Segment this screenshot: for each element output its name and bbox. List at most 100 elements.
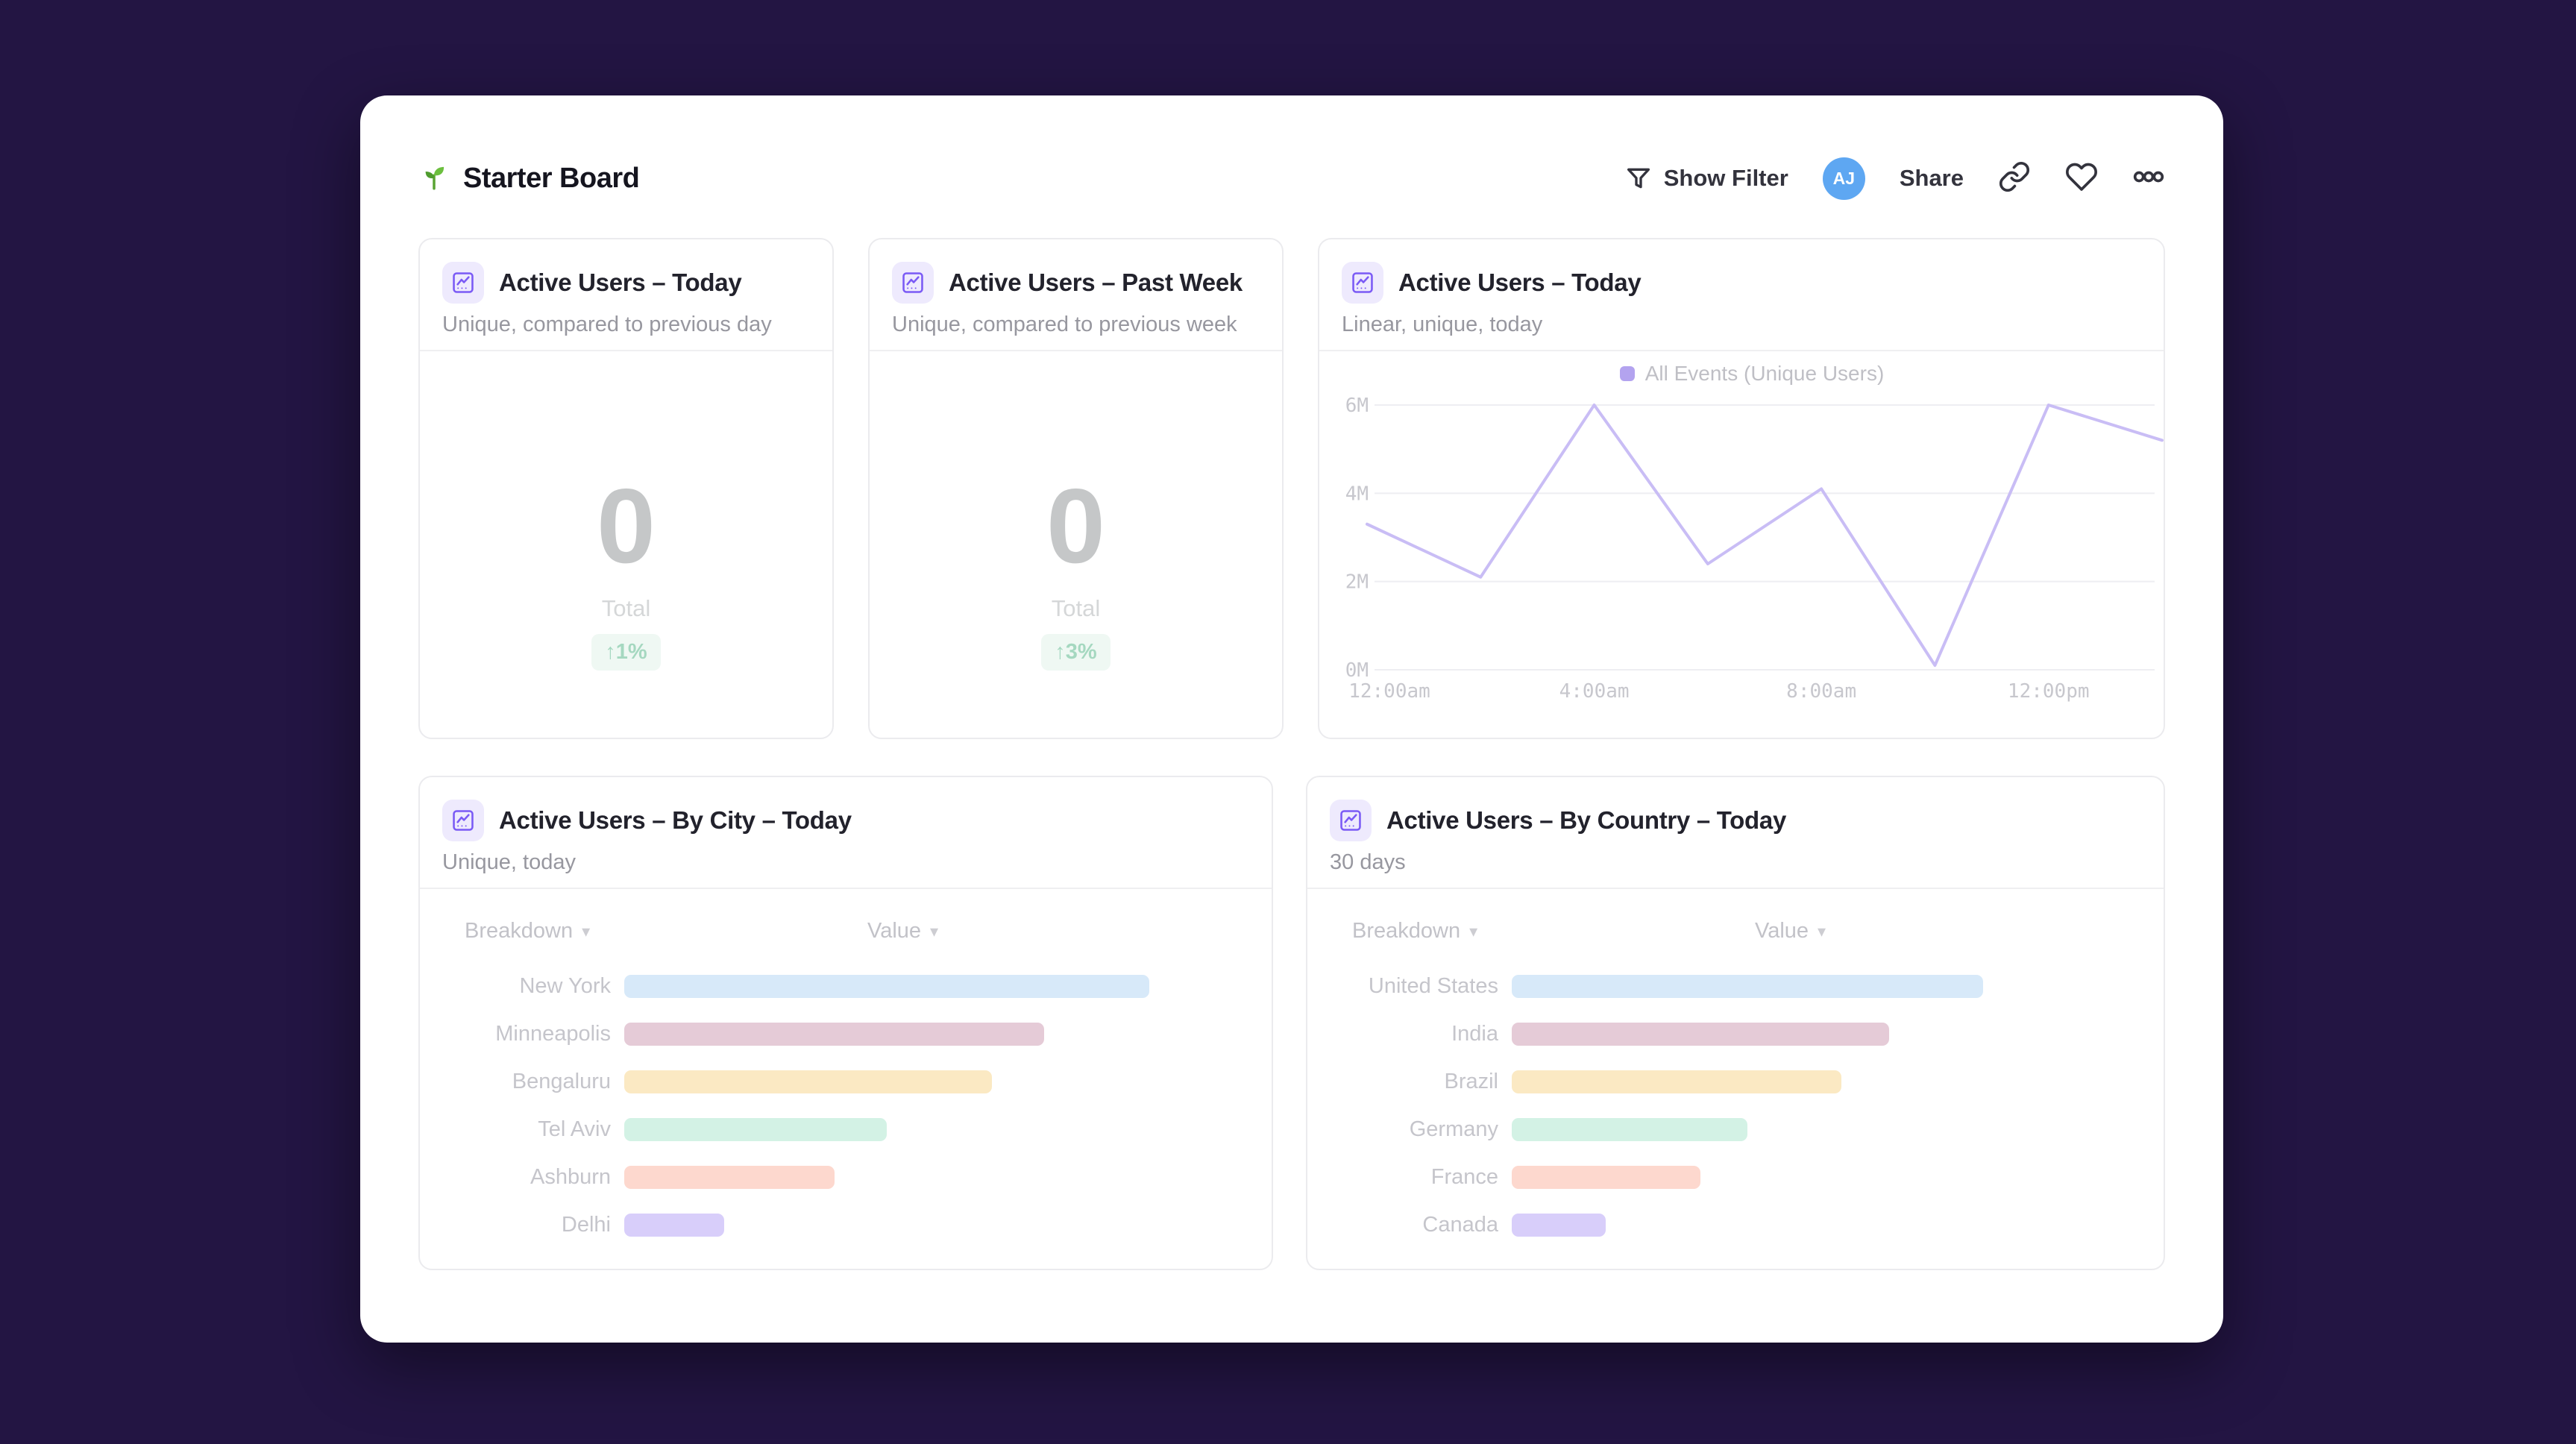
breakdown-column-header[interactable]: Breakdown ▾ <box>1352 919 1478 943</box>
show-filter-label: Show Filter <box>1663 165 1788 191</box>
value-bar[interactable] <box>624 1070 992 1093</box>
kpi-body: 0 Total ↑1% <box>420 351 832 738</box>
card-subtitle: Unique, compared to previous week <box>892 313 1237 336</box>
chevron-down-icon: ▾ <box>1818 921 1826 941</box>
chart-icon <box>1330 800 1372 841</box>
card-header: Active Users – Today Unique, compared to… <box>420 239 832 351</box>
more-options-button[interactable] <box>2132 160 2165 197</box>
breakdown-row: Germany <box>1307 1105 2164 1153</box>
toolbar: Show Filter AJ Share <box>1624 157 2165 200</box>
delta-badge: ↑3% <box>1041 633 1110 671</box>
svg-text:12:00am: 12:00am <box>1348 680 1430 703</box>
breakdown-label: Bengaluru <box>512 1069 611 1093</box>
kpi-value: 0 <box>1046 467 1105 586</box>
value-bar[interactable] <box>1512 1022 1889 1046</box>
card-header: Active Users – Today Linear, unique, tod… <box>1319 239 2164 351</box>
kpi-value: 0 <box>597 467 656 586</box>
breakdown-row: United States <box>1307 962 2164 1010</box>
favorite-button[interactable] <box>2065 160 2098 197</box>
avatar-initials: AJ <box>1832 168 1856 188</box>
dashboard-window: Starter Board Show Filter AJ Share <box>360 95 2223 1343</box>
card-subtitle: Unique, today <box>442 850 576 874</box>
card-title[interactable]: Active Users – By Country – Today <box>1386 806 1787 834</box>
card-title[interactable]: Active Users – Today <box>1398 269 1642 296</box>
breakdown-row: France <box>1307 1153 2164 1201</box>
svg-text:8:00am: 8:00am <box>1786 680 1856 703</box>
value-bar[interactable] <box>1512 974 1983 998</box>
card-subtitle: Unique, compared to previous day <box>442 313 772 336</box>
table-header: Breakdown ▾ Value ▾ <box>1307 919 2164 943</box>
svg-text:12:00pm: 12:00pm <box>2008 680 2090 703</box>
card-active-users-by-country: Active Users – By Country – Today 30 day… <box>1306 776 2165 1270</box>
ellipsis-icon <box>2132 160 2165 197</box>
value-bar[interactable] <box>624 1117 887 1141</box>
chart-icon <box>892 262 934 304</box>
page-title: Starter Board <box>463 162 640 194</box>
value-bar[interactable] <box>1512 1165 1700 1189</box>
breakdown-rows: New York Minneapolis Bengaluru Tel Aviv Ashb… <box>420 962 1272 1249</box>
value-bar[interactable] <box>1512 1070 1842 1093</box>
breakdown-label: Canada <box>1422 1212 1498 1237</box>
card-subtitle: 30 days <box>1330 850 1406 874</box>
delta-badge: ↑1% <box>591 633 661 671</box>
svg-text:6M: 6M <box>1345 395 1369 417</box>
breakdown-row: Ashburn <box>420 1153 1272 1201</box>
breakdown-row: India <box>1307 1010 2164 1058</box>
chevron-down-icon: ▾ <box>1469 921 1478 941</box>
card-title[interactable]: Active Users – Past Week <box>949 269 1243 296</box>
link-icon <box>1998 160 2031 197</box>
value-bar[interactable] <box>624 1165 835 1189</box>
card-title[interactable]: Active Users – By City – Today <box>499 806 852 834</box>
line-chart[interactable]: 0M 2M 4M 6M 12:00am 4:00am 8:00am 12:00pm <box>1340 387 2164 708</box>
avatar[interactable]: AJ <box>1822 157 1865 200</box>
value-bar[interactable] <box>624 1213 724 1237</box>
show-filter-button[interactable]: Show Filter <box>1624 163 1788 193</box>
breakdown-row: Delhi <box>420 1201 1272 1249</box>
legend-swatch <box>1619 366 1635 381</box>
chevron-down-icon: ▾ <box>582 921 591 941</box>
breakdown-label: Ashburn <box>530 1164 611 1189</box>
value-bar[interactable] <box>1512 1117 1747 1141</box>
chart-icon <box>442 262 484 304</box>
svg-text:2M: 2M <box>1345 571 1369 594</box>
breakdown-label: India <box>1451 1021 1498 1046</box>
chart-icon <box>1342 262 1383 304</box>
line-chart-body: All Events (Unique Users) 0M 2M 4M 6M 12:00a… <box>1319 362 2164 708</box>
value-bar[interactable] <box>1512 1213 1606 1237</box>
copy-link-button[interactable] <box>1998 160 2031 197</box>
breakdown-row: Canada <box>1307 1201 2164 1249</box>
filter-icon <box>1624 163 1653 193</box>
board-header: Starter Board Show Filter AJ Share <box>418 154 2165 203</box>
share-label: Share <box>1899 165 1964 191</box>
breakdown-label: Tel Aviv <box>538 1117 611 1141</box>
table-header: Breakdown ▾ Value ▾ <box>420 919 1272 943</box>
card-active-users-today: Active Users – Today Unique, compared to… <box>418 238 834 739</box>
breakdown-table: Breakdown ▾ Value ▾ New York Minneapolis B… <box>420 919 1272 1249</box>
value-bar[interactable] <box>624 974 1149 998</box>
value-column-header[interactable]: Value ▾ <box>1755 919 1826 943</box>
kpi-label: Total <box>1051 594 1101 621</box>
value-column-header[interactable]: Value ▾ <box>867 919 939 943</box>
kpi-label: Total <box>601 594 651 621</box>
breakdown-table: Breakdown ▾ Value ▾ United States India Br… <box>1307 919 2164 1249</box>
svg-text:4:00am: 4:00am <box>1559 680 1630 703</box>
svg-text:0M: 0M <box>1345 659 1369 682</box>
breakdown-label: Germany <box>1409 1117 1498 1141</box>
value-bar[interactable] <box>624 1022 1045 1046</box>
breakdown-label: Delhi <box>561 1212 611 1237</box>
breakdown-column-header[interactable]: Breakdown ▾ <box>465 919 591 943</box>
card-title[interactable]: Active Users – Today <box>499 269 742 296</box>
card-subtitle: Linear, unique, today <box>1342 313 1543 336</box>
card-active-users-today-linechart: Active Users – Today Linear, unique, tod… <box>1318 238 2165 739</box>
breakdown-row: New York <box>420 962 1272 1010</box>
card-header: Active Users – By Country – Today 30 day… <box>1307 777 2164 889</box>
breakdown-label: Brazil <box>1444 1069 1498 1093</box>
breakdown-row: Minneapolis <box>420 1010 1272 1058</box>
share-button[interactable]: Share <box>1900 165 1964 192</box>
card-active-users-by-city: Active Users – By City – Today Unique, t… <box>418 776 1273 1270</box>
chart-icon <box>442 800 484 841</box>
breakdown-row: Bengaluru <box>420 1058 1272 1105</box>
breakdown-label: France <box>1430 1164 1498 1189</box>
breakdown-label: United States <box>1368 973 1498 998</box>
breakdown-row: Tel Aviv <box>420 1105 1272 1153</box>
